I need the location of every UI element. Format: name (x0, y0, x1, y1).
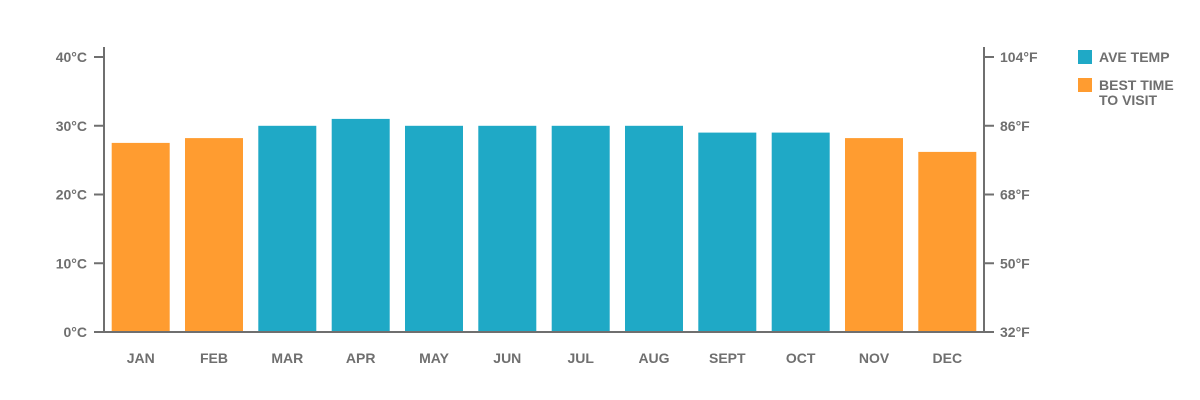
legend-label: AVE TEMP (1099, 49, 1170, 65)
y-tick-label-right: 50°F (1000, 255, 1030, 271)
y-tick-label-left: 10°C (56, 255, 87, 271)
bar-may (405, 125, 463, 333)
x-tick-label: MAR (271, 350, 303, 366)
bar-nov (845, 138, 903, 332)
x-tick-label: JAN (127, 350, 155, 366)
bar-dec (918, 151, 977, 332)
bar-oct (771, 132, 830, 332)
x-tick-label: SEPT (709, 350, 746, 366)
x-tick-label: AUG (638, 350, 669, 366)
x-tick-label: FEB (200, 350, 228, 366)
y-tick-label-right: 86°F (1000, 118, 1030, 134)
y-tick-label-right: 32°F (1000, 324, 1030, 340)
bar-jun (478, 125, 537, 333)
bar-jan (111, 142, 170, 332)
legend-label: TO VISIT (1099, 92, 1158, 108)
x-tick-label: NOV (859, 350, 890, 366)
bar-feb (185, 138, 243, 332)
x-tick-label: JUL (567, 350, 594, 366)
y-tick-label-right: 104°F (1000, 49, 1038, 65)
legend-label: BEST TIME (1099, 77, 1174, 93)
x-tick-label: MAY (419, 350, 449, 366)
x-tick-label: APR (346, 350, 376, 366)
legend-swatch (1078, 50, 1092, 64)
y-tick-label-right: 68°F (1000, 187, 1030, 203)
bar-mar (258, 125, 317, 333)
y-tick-label-left: 40°C (56, 49, 87, 65)
bar-sept (698, 132, 757, 332)
x-tick-label: DEC (933, 350, 963, 366)
x-tick-label: JUN (493, 350, 521, 366)
y-tick-label-left: 0°C (64, 324, 88, 340)
bar-apr (331, 118, 390, 333)
x-tick-label: OCT (786, 350, 816, 366)
y-tick-label-left: 30°C (56, 118, 87, 134)
legend-swatch (1078, 78, 1092, 92)
bar-aug (625, 125, 683, 333)
bar-jul (551, 125, 610, 333)
y-tick-label-left: 20°C (56, 187, 87, 203)
